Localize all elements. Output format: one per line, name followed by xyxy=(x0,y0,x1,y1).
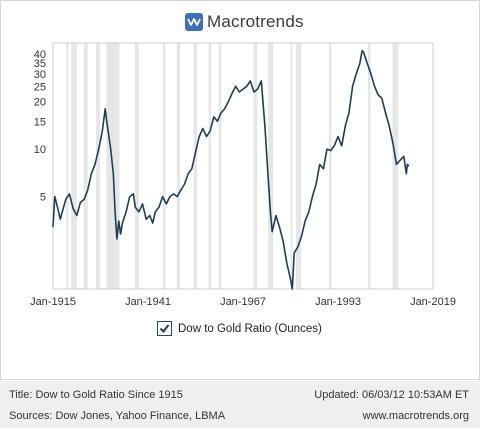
y-tick-label: 40 xyxy=(34,49,46,61)
recession-band-3 xyxy=(96,43,101,289)
recession-band-1 xyxy=(71,43,77,289)
x-tick-label: Jan-1941 xyxy=(125,296,171,308)
brand-name: Macrotrends xyxy=(207,12,304,31)
x-tick-label: Jan-1993 xyxy=(315,296,361,308)
updated-timestamp: Updated: 06/03/12 10:53AM ET xyxy=(314,389,469,401)
y-tick-label: 35 xyxy=(34,58,46,70)
x-tick-label: Jan-1967 xyxy=(220,296,266,308)
legend-checkbox[interactable] xyxy=(157,321,172,336)
recession-band-8 xyxy=(193,43,197,289)
recession-band-5 xyxy=(134,43,139,289)
recession-band-13 xyxy=(290,43,293,289)
recession-band-10 xyxy=(218,43,222,289)
recession-shading xyxy=(66,43,399,289)
series-line-dow-gold-ratio xyxy=(52,49,410,290)
recession-band-15 xyxy=(328,43,332,289)
y-tick-label: 30 xyxy=(34,69,46,81)
y-tick-label: 10 xyxy=(34,144,46,156)
recession-band-9 xyxy=(208,43,212,289)
sources-text: Sources: Dow Jones, Yahoo Finance, LBMA xyxy=(9,410,226,422)
recession-band-0 xyxy=(66,43,69,289)
x-tick-label: Jan-2019 xyxy=(410,296,456,308)
chart-panel: Macrotrends 5 10 15 20 25 30 35 40 Jan-1915 Jan-… xyxy=(0,0,480,380)
site-link[interactable]: www.macrotrends.org xyxy=(362,410,469,422)
recession-band-11 xyxy=(253,43,258,289)
plot-area-border xyxy=(52,42,434,290)
brand-logo[interactable]: Macrotrends xyxy=(185,11,304,33)
recession-band-6 xyxy=(162,43,166,289)
recession-band-2 xyxy=(83,43,88,289)
y-tick-label: 20 xyxy=(34,97,46,109)
x-axis-ticks: Jan-1915 Jan-1941 Jan-1967 Jan-1993 Jan-2019 xyxy=(30,296,456,308)
y-tick-label: 5 xyxy=(40,192,46,204)
recession-band-14 xyxy=(295,43,302,289)
y-tick-label: 15 xyxy=(34,116,46,128)
x-tick-label: Jan-1915 xyxy=(30,296,76,308)
checkmark-icon xyxy=(159,324,170,334)
recession-band-7 xyxy=(176,43,181,289)
legend-label: Dow to Gold Ratio (Ounces) xyxy=(178,322,322,335)
recession-band-17 xyxy=(392,43,399,289)
legend[interactable]: Dow to Gold Ratio (Ounces) xyxy=(157,321,322,336)
chart-title-text: Title: Dow to Gold Ratio Since 1915 xyxy=(9,389,183,401)
recession-band-12 xyxy=(268,43,273,289)
y-tick-label: 25 xyxy=(34,81,46,93)
recession-band-16 xyxy=(367,43,371,289)
footer-bar: Title: Dow to Gold Ratio Since 1915 Upda… xyxy=(0,381,480,428)
macrotrends-logo-icon xyxy=(185,13,203,31)
